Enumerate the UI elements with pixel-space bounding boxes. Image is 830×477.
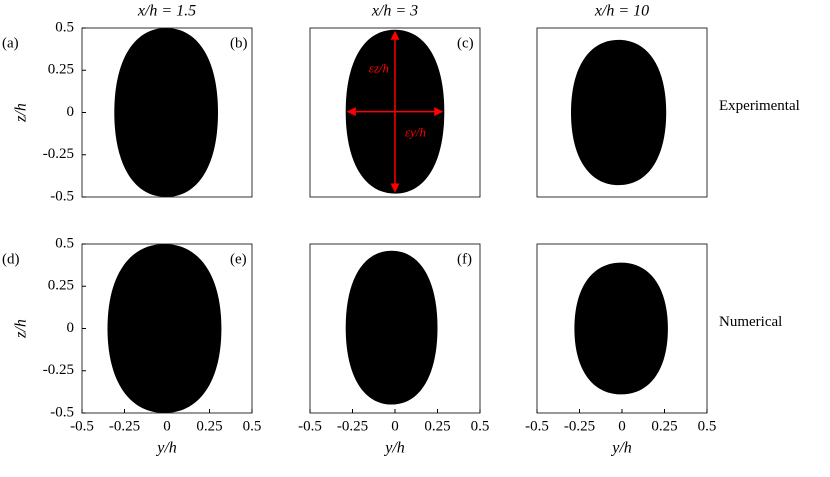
y-tick-label: -0.25 [43, 362, 74, 378]
panel-label: (a) [2, 35, 19, 51]
panel-label: (c) [457, 35, 474, 51]
annotation-label: εz/h [369, 61, 389, 76]
x-tick-label: 0 [163, 418, 171, 434]
panel-label: (e) [230, 251, 247, 267]
x-tick-label: -0.5 [525, 418, 549, 434]
cross-section [571, 39, 667, 186]
x-axis-label: y/h [383, 440, 405, 457]
axes-frame [309, 27, 481, 198]
cross-section [114, 28, 218, 197]
y-tick-label: 0 [67, 320, 75, 336]
cross-section [107, 244, 222, 413]
y-tick-label: -0.5 [50, 188, 74, 204]
panel-title: x/h = 1.5 [137, 3, 196, 20]
y-tick-label: -0.25 [43, 146, 74, 162]
panel-label: (f) [457, 251, 472, 267]
y-tick-label: 0.25 [48, 278, 74, 294]
y-tick-label: 0.25 [48, 62, 74, 78]
x-tick-label: -0.25 [564, 418, 595, 434]
y-tick-label: 0.5 [55, 19, 74, 35]
y-tick-label: 0.5 [55, 235, 74, 251]
x-axis-label: y/h [155, 440, 177, 457]
annotation: εz/h εy/h [346, 30, 444, 193]
y-axis-label: z/h [13, 319, 30, 339]
cross-section [574, 262, 668, 395]
panel-label: (d) [2, 251, 20, 267]
x-tick-label: -0.5 [298, 418, 322, 434]
x-tick-label: 0.25 [196, 418, 222, 434]
y-axis-label: z/h [13, 103, 30, 123]
x-tick-label: 0.5 [243, 418, 262, 434]
y-tick-label: -0.5 [50, 404, 74, 420]
y-tick-label: 0 [67, 104, 75, 120]
x-tick-label: 0.25 [424, 418, 450, 434]
panel-title: x/h = 10 [594, 3, 649, 20]
x-tick-label: 0 [391, 418, 399, 434]
x-tick-label: 0.5 [471, 418, 490, 434]
x-tick-label: 0.25 [651, 418, 677, 434]
axes-frame [536, 27, 708, 198]
row-label: Numerical [719, 314, 782, 330]
x-tick-label: -0.5 [70, 418, 94, 434]
annotation-label: εy/h [405, 125, 426, 140]
row-label: Experimental [719, 98, 800, 114]
cross-section [345, 250, 438, 405]
x-axis-label: y/h [610, 440, 632, 457]
x-tick-label: 0 [618, 418, 626, 434]
x-tick-label: -0.25 [109, 418, 140, 434]
panel-title: x/h = 3 [371, 3, 418, 20]
x-tick-label: -0.25 [337, 418, 368, 434]
panel-label: (b) [230, 35, 248, 51]
x-tick-label: 0.5 [698, 418, 717, 434]
